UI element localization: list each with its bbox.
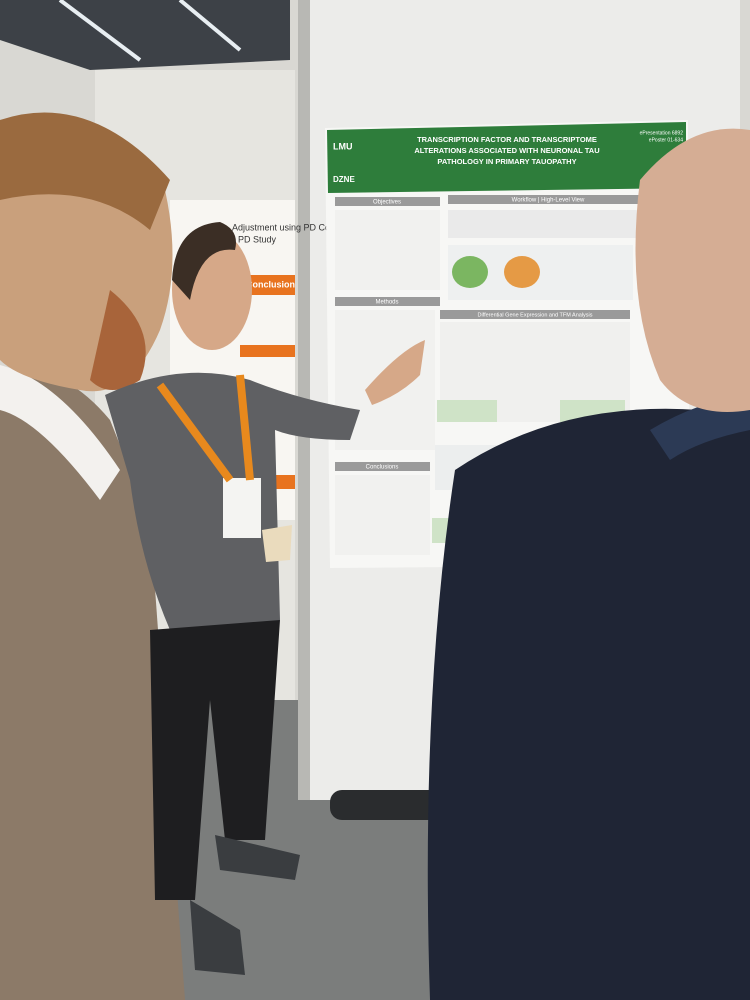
side-poster-bar: [240, 275, 295, 295]
poster-id: ePoster 01-634: [649, 137, 683, 143]
text-block: [335, 210, 440, 290]
umap: [504, 256, 540, 288]
section-bar: [440, 310, 630, 319]
lanyard: [156, 374, 254, 483]
side-poster-bar: [240, 345, 295, 357]
side-poster-subtitle: PD Study: [238, 234, 277, 244]
person-middle-trousers: [150, 620, 280, 900]
poster-title: ALTERATIONS ASSOCIATED WITH NEURONAL TAU: [414, 146, 599, 155]
section-heading: Conclusions: [366, 465, 399, 471]
section-bar: [335, 197, 440, 206]
logo: DZNE: [333, 175, 355, 184]
logo: LMU: [333, 141, 353, 151]
poster-title: TRANSCRIPTION FACTOR AND TRANSCRIPTOME: [417, 135, 597, 144]
section-heading: Differential Gene Expression and TFM Ana…: [477, 312, 592, 318]
section-heading: Methods: [375, 300, 398, 306]
side-poster-section: Conclusion: [246, 279, 295, 289]
section-heading: Objectives: [373, 200, 401, 206]
person-left-collar: [0, 365, 120, 500]
badge: [223, 478, 261, 538]
figure: [448, 210, 648, 238]
side-poster-title: Adjustment using PD Course: [232, 222, 348, 232]
shoe: [190, 900, 245, 975]
poster-header: [327, 122, 686, 193]
poster-id: ePresentation 6892: [640, 130, 684, 136]
person-left-beard: [90, 290, 146, 390]
section-bar: [335, 462, 430, 471]
section-heading: Workflow | High-Level View: [512, 198, 585, 204]
hand: [365, 340, 425, 405]
cup: [262, 525, 292, 562]
section-bar: [335, 297, 440, 306]
person-left-hair: [0, 112, 170, 230]
ceiling: [0, 0, 290, 70]
shoe: [215, 835, 300, 880]
person-right-head: [635, 128, 750, 413]
person-middle-hair: [172, 222, 236, 300]
umap: [452, 256, 488, 288]
section-bar: [448, 195, 648, 204]
figure-note: [437, 400, 497, 422]
ceiling-light: [58, 0, 142, 62]
text-block: [335, 475, 430, 555]
poster-title: PATHOLOGY IN PRIMARY TAUOPATHY: [437, 157, 576, 166]
person-right-jacket: [427, 406, 750, 1000]
ceiling-light: [178, 0, 242, 52]
